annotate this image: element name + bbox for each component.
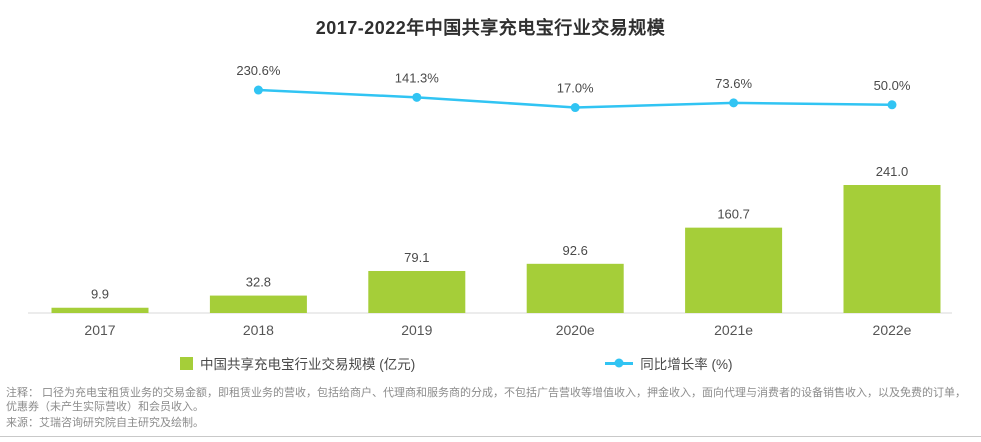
bar-value-label: 92.6 xyxy=(563,243,588,258)
category-label: 2020e xyxy=(556,322,595,338)
chart-notes: 注释： 口径为充电宝租赁业务的交易金额，即租赁业务的营收，包括给商户、代理商和服… xyxy=(0,386,981,430)
growth-value-label: 230.6% xyxy=(236,63,281,78)
growth-point-2022e xyxy=(887,100,897,110)
growth-value-label: 141.3% xyxy=(395,70,440,85)
legend: 中国共享充电宝行业交易规模 (亿元) 同比增长率 (%) xyxy=(0,352,981,374)
growth-value-label: 50.0% xyxy=(874,78,911,93)
category-label: 2017 xyxy=(84,322,115,338)
bottom-divider xyxy=(0,436,981,437)
bar-2019 xyxy=(368,270,466,313)
bar-2018 xyxy=(209,295,307,313)
growth-value-label: 73.6% xyxy=(715,76,752,91)
category-label: 2022e xyxy=(873,322,912,338)
bar-value-label: 9.9 xyxy=(91,287,109,302)
growth-point-2018 xyxy=(253,85,263,95)
category-label: 2018 xyxy=(243,322,274,338)
bar-2021e xyxy=(685,227,783,313)
bar-legend-swatch xyxy=(180,356,193,370)
line-legend-dot-icon xyxy=(614,358,624,368)
category-label: 2019 xyxy=(401,322,432,338)
source-text: 来源：艾瑞咨询研究院自主研究及绘制。 xyxy=(6,417,204,429)
growth-point-2020e xyxy=(570,103,580,113)
legend-item-line: 同比增长率 (%) xyxy=(605,353,733,373)
legend-item-bar: 中国共享充电宝行业交易规模 (亿元) xyxy=(180,353,415,373)
chart-canvas: 9.9 2017 32.8 2018 79.1 2019 92.6 2020e 160.7 202… xyxy=(28,63,952,338)
bar-value-label: 160.7 xyxy=(717,207,750,222)
bar-value-label: 241.0 xyxy=(876,164,909,179)
growth-value-label: 17.0% xyxy=(557,81,594,96)
line-legend-label: 同比增长率 (%) xyxy=(640,357,733,372)
bar-2017 xyxy=(51,307,149,313)
bar-2020e xyxy=(526,263,624,313)
bar-2022e xyxy=(843,185,941,313)
growth-point-2019 xyxy=(412,92,422,102)
growth-point-2021e xyxy=(729,98,739,108)
bar-value-label: 32.8 xyxy=(246,275,271,290)
category-label: 2021e xyxy=(714,322,753,338)
line-legend-swatch xyxy=(605,358,634,368)
bar-legend-label: 中国共享充电宝行业交易规模 (亿元) xyxy=(200,357,416,372)
bar-value-label: 79.1 xyxy=(404,250,429,265)
note-text: 注释： 口径为充电宝租赁业务的交易金额，即租赁业务的营收，包括给商户、代理商和服… xyxy=(6,387,967,413)
chart-title: 2017-2022年中国共享充电宝行业交易规模 xyxy=(315,18,666,38)
